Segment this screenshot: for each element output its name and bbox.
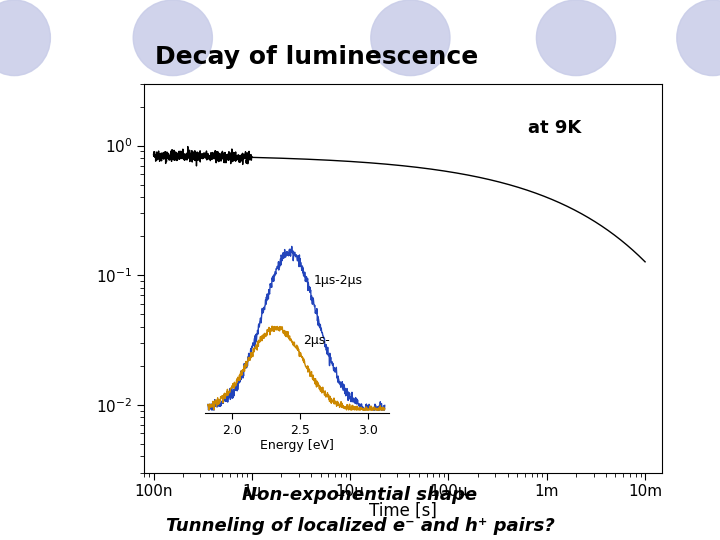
- Text: 2μs-: 2μs-: [303, 334, 330, 347]
- Text: Decay of luminescence: Decay of luminescence: [156, 45, 478, 69]
- Text: Non-exponential shape: Non-exponential shape: [243, 487, 477, 504]
- Text: 1μs-2μs: 1μs-2μs: [314, 274, 363, 287]
- X-axis label: Energy [eV]: Energy [eV]: [260, 440, 334, 453]
- X-axis label: Time [s]: Time [s]: [369, 502, 437, 520]
- Text: at 9K: at 9K: [528, 119, 581, 137]
- Text: Tunneling of localized e⁻ and h⁺ pairs?: Tunneling of localized e⁻ and h⁺ pairs?: [166, 517, 554, 535]
